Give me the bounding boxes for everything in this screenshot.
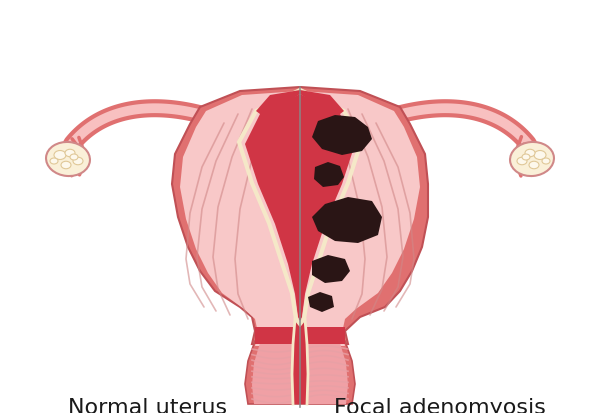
Polygon shape (312, 197, 382, 243)
Polygon shape (292, 319, 308, 404)
Ellipse shape (50, 159, 58, 165)
Polygon shape (308, 292, 334, 312)
Ellipse shape (517, 158, 527, 165)
Polygon shape (180, 92, 420, 346)
Polygon shape (256, 91, 344, 118)
Polygon shape (312, 116, 372, 156)
Polygon shape (245, 341, 355, 404)
Polygon shape (245, 95, 355, 321)
Ellipse shape (54, 151, 66, 160)
Ellipse shape (65, 150, 75, 157)
Ellipse shape (542, 159, 550, 165)
Polygon shape (255, 327, 345, 344)
Ellipse shape (534, 151, 546, 160)
Text: Focal adenomyosis: Focal adenomyosis (334, 397, 546, 413)
Ellipse shape (522, 154, 530, 161)
Ellipse shape (529, 162, 539, 169)
Polygon shape (252, 343, 348, 404)
Polygon shape (314, 163, 344, 188)
Ellipse shape (46, 142, 90, 177)
Ellipse shape (61, 162, 71, 169)
Ellipse shape (510, 142, 554, 177)
Polygon shape (172, 88, 428, 344)
Text: Normal uterus: Normal uterus (68, 397, 227, 413)
Ellipse shape (73, 158, 83, 165)
Ellipse shape (70, 154, 78, 161)
Polygon shape (312, 255, 350, 283)
Ellipse shape (525, 150, 535, 157)
